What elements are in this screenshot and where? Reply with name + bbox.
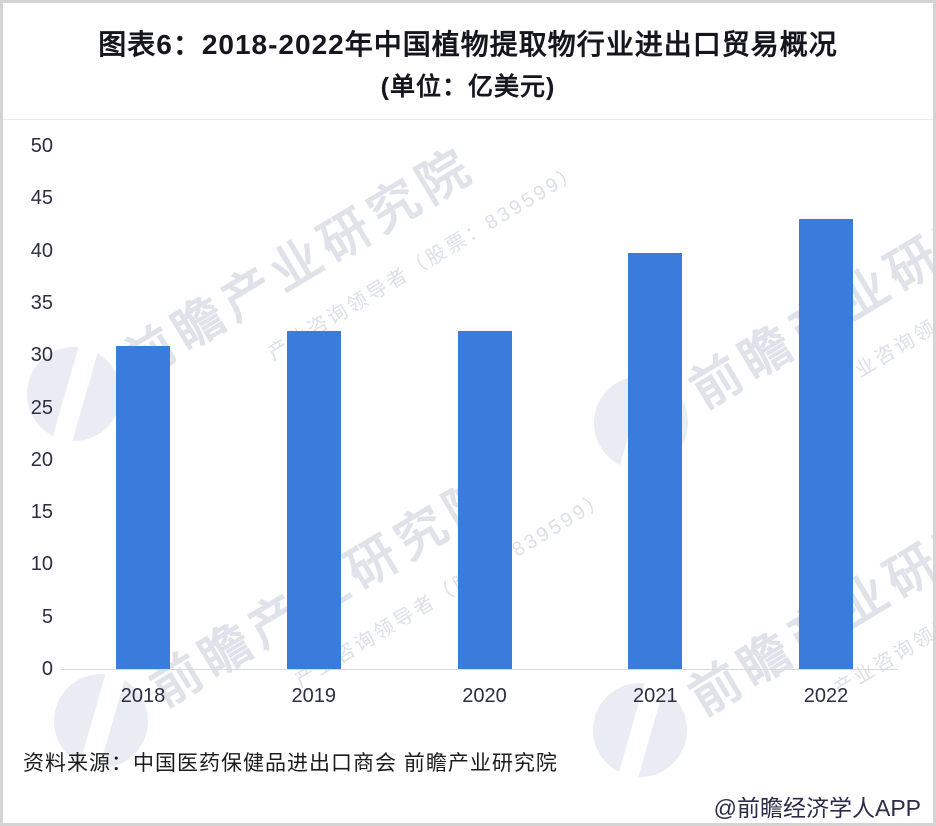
y-tick-35: 35	[30, 291, 53, 314]
x-label-2018: 2018	[120, 685, 166, 707]
x-label-2019: 2019	[291, 685, 337, 707]
figure-title-block: 图表6：2018-2022年中国植物提取物行业进出口贸易概况 (单位：亿美元)	[3, 3, 933, 103]
bar-2018	[116, 345, 170, 669]
y-tick-10: 10	[30, 553, 53, 576]
y-tick-15: 15	[30, 501, 53, 524]
y-tick-5: 5	[41, 605, 53, 628]
source-text: 资料来源：中国医药保健品进出口商会 前瞻产业研究院	[23, 752, 558, 775]
y-tick-30: 30	[30, 344, 53, 367]
y-tick-40: 40	[30, 239, 53, 262]
figure-unit-label: (单位：亿美元)	[380, 73, 556, 101]
credit-text: @前瞻经济学人APP	[713, 795, 921, 821]
y-tick-50: 50	[30, 135, 53, 157]
y-tick-0: 0	[41, 658, 53, 680]
bar-2022	[799, 219, 853, 669]
title-separator	[3, 119, 933, 120]
x-label-2020: 2020	[462, 685, 507, 707]
figure-title: 图表6：2018-2022年中国植物提取物行业进出口贸易概况	[98, 29, 838, 60]
x-label-2022: 2022	[803, 685, 849, 707]
bar-2020	[457, 331, 512, 669]
y-tick-25: 25	[30, 396, 53, 419]
y-tick-45: 45	[30, 187, 53, 210]
bar-chart: 0 5 10 15 20 25 30 35 40 45 50 2018 2019 2020 2021 2022	[3, 3, 933, 823]
bar-2019	[286, 331, 341, 669]
bar-2021	[628, 252, 683, 669]
y-tick-20: 20	[30, 448, 53, 471]
x-label-2021: 2021	[633, 685, 678, 707]
x-axis-line	[61, 669, 898, 670]
